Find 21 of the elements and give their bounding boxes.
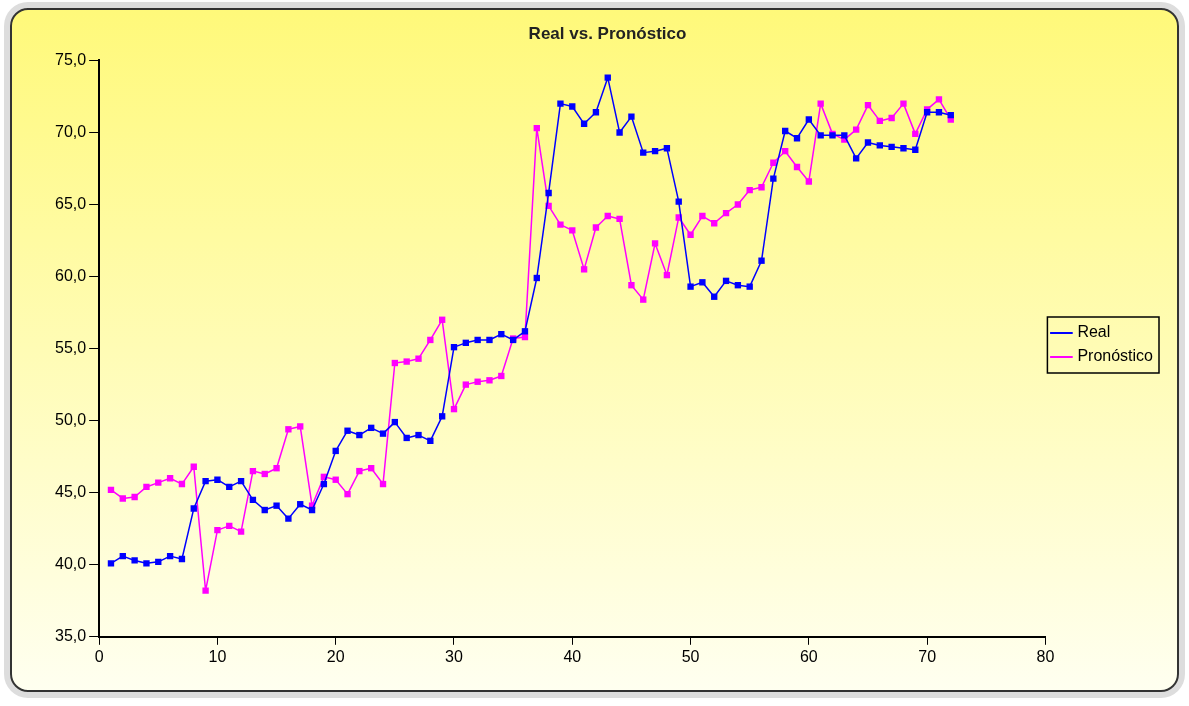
legend-label: Real (1077, 323, 1111, 341)
x-tick-label: 60 (799, 647, 818, 665)
y-tick-label: 40,0 (55, 555, 87, 573)
y-tick-label: 65,0 (55, 194, 87, 212)
x-tick-label: 40 (563, 647, 582, 665)
x-tick-label: 80 (1036, 647, 1055, 665)
x-tick-label: 20 (326, 647, 345, 665)
y-tick-label: 55,0 (55, 339, 87, 357)
x-tick-label: 50 (681, 647, 700, 665)
x-tick-label: 30 (445, 647, 463, 665)
y-tick-label: 50,0 (55, 411, 87, 429)
y-tick-label: 45,0 (55, 483, 87, 501)
x-tick-label: 10 (208, 647, 227, 665)
y-tick-label: 75,0 (55, 50, 87, 68)
y-tick-label: 70,0 (55, 122, 87, 140)
legend-label: Pronóstico (1077, 347, 1154, 365)
y-tick-label: 60,0 (55, 266, 87, 284)
chart-title: Real vs. Pronóstico (528, 23, 687, 43)
y-tick-label: 35,0 (55, 627, 87, 645)
x-tick-label: 0 (94, 647, 104, 665)
x-tick-label: 70 (918, 647, 937, 665)
